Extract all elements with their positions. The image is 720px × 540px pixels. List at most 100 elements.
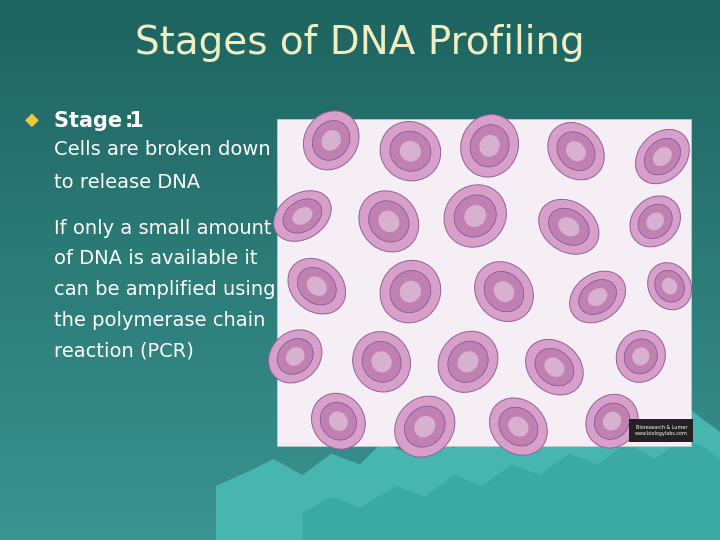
Ellipse shape xyxy=(548,123,604,180)
Bar xyxy=(0,70,720,76)
Bar xyxy=(0,157,720,162)
Bar xyxy=(0,481,720,486)
Bar xyxy=(0,448,720,454)
Bar xyxy=(0,335,720,340)
Ellipse shape xyxy=(638,204,672,239)
Ellipse shape xyxy=(369,201,409,242)
Ellipse shape xyxy=(390,271,431,313)
Bar xyxy=(0,243,720,248)
Ellipse shape xyxy=(297,267,336,305)
Ellipse shape xyxy=(320,402,356,440)
Bar xyxy=(0,211,720,216)
Ellipse shape xyxy=(632,347,649,366)
Bar xyxy=(0,265,720,270)
Ellipse shape xyxy=(321,130,341,151)
Bar xyxy=(0,427,720,432)
Bar xyxy=(277,119,691,446)
Ellipse shape xyxy=(586,394,638,448)
Bar xyxy=(0,464,720,470)
Ellipse shape xyxy=(292,207,312,225)
Ellipse shape xyxy=(274,191,331,241)
Ellipse shape xyxy=(283,199,322,233)
Bar xyxy=(0,97,720,103)
Bar xyxy=(0,502,720,508)
Bar xyxy=(0,227,720,232)
Bar xyxy=(0,367,720,373)
Bar xyxy=(0,178,720,184)
Bar xyxy=(0,103,720,108)
Text: of DNA is available it: of DNA is available it xyxy=(54,249,258,268)
Bar xyxy=(0,22,720,27)
Ellipse shape xyxy=(395,396,455,457)
Bar xyxy=(0,81,720,86)
Ellipse shape xyxy=(457,351,479,373)
Text: Cells are broken down: Cells are broken down xyxy=(54,140,271,159)
Ellipse shape xyxy=(490,398,547,455)
Bar xyxy=(0,194,720,200)
Bar xyxy=(0,5,720,11)
Bar xyxy=(0,292,720,297)
Ellipse shape xyxy=(570,271,626,323)
Ellipse shape xyxy=(312,393,365,449)
Bar xyxy=(0,32,720,38)
Ellipse shape xyxy=(544,357,564,377)
Bar xyxy=(0,394,720,400)
Bar xyxy=(0,151,720,157)
Bar xyxy=(0,281,720,286)
Bar xyxy=(0,437,720,443)
Ellipse shape xyxy=(579,280,616,314)
Ellipse shape xyxy=(438,331,498,393)
Bar xyxy=(0,16,720,22)
Text: Stage 1: Stage 1 xyxy=(54,111,144,131)
Text: the polymerase chain: the polymerase chain xyxy=(54,311,266,330)
Bar xyxy=(0,286,720,292)
Bar xyxy=(0,167,720,173)
Bar xyxy=(0,535,720,540)
Ellipse shape xyxy=(286,347,305,366)
Bar xyxy=(0,221,720,227)
Bar xyxy=(0,200,720,205)
Ellipse shape xyxy=(557,132,595,171)
Ellipse shape xyxy=(444,185,506,247)
Bar xyxy=(0,302,720,308)
Ellipse shape xyxy=(566,141,586,161)
Bar xyxy=(0,173,720,178)
Ellipse shape xyxy=(594,403,630,440)
Bar xyxy=(0,362,720,367)
Text: ◆: ◆ xyxy=(25,111,39,129)
Bar xyxy=(0,108,720,113)
Bar xyxy=(0,410,720,416)
Bar xyxy=(0,297,720,302)
Bar xyxy=(0,248,720,254)
Bar xyxy=(0,319,720,324)
Ellipse shape xyxy=(312,120,350,160)
Ellipse shape xyxy=(624,339,657,374)
Bar xyxy=(0,497,720,502)
Polygon shape xyxy=(216,394,720,540)
Bar xyxy=(0,340,720,346)
Bar xyxy=(0,324,720,329)
Bar xyxy=(0,518,720,524)
Bar xyxy=(0,329,720,335)
Text: If only a small amount: If only a small amount xyxy=(54,219,271,238)
Ellipse shape xyxy=(269,330,322,383)
Bar xyxy=(0,432,720,437)
Ellipse shape xyxy=(390,131,431,171)
Ellipse shape xyxy=(474,262,534,321)
Ellipse shape xyxy=(558,217,580,237)
Bar xyxy=(0,27,720,32)
Bar xyxy=(0,38,720,43)
Bar xyxy=(0,470,720,475)
Ellipse shape xyxy=(636,130,689,184)
Ellipse shape xyxy=(662,278,678,294)
Bar xyxy=(0,486,720,491)
Ellipse shape xyxy=(461,114,518,177)
Bar xyxy=(0,205,720,211)
Bar xyxy=(0,313,720,319)
Text: to release DNA: to release DNA xyxy=(54,173,200,192)
Ellipse shape xyxy=(307,276,327,296)
Ellipse shape xyxy=(630,196,680,247)
Bar xyxy=(0,216,720,221)
Bar xyxy=(0,524,720,529)
Bar xyxy=(0,124,720,130)
